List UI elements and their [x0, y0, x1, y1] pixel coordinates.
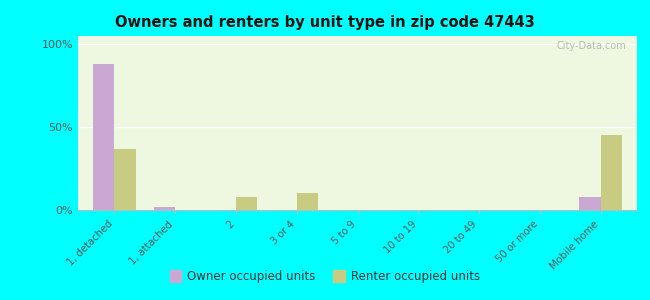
Bar [297, 194, 318, 210]
Bar [114, 149, 136, 210]
Bar [154, 207, 176, 210]
Bar [579, 197, 601, 210]
Text: City-Data.com: City-Data.com [556, 41, 626, 51]
Bar [93, 64, 114, 210]
Bar [236, 197, 257, 210]
Legend: Owner occupied units, Renter occupied units: Owner occupied units, Renter occupied un… [165, 266, 485, 288]
Text: Owners and renters by unit type in zip code 47443: Owners and renters by unit type in zip c… [115, 15, 535, 30]
Bar [601, 135, 622, 210]
